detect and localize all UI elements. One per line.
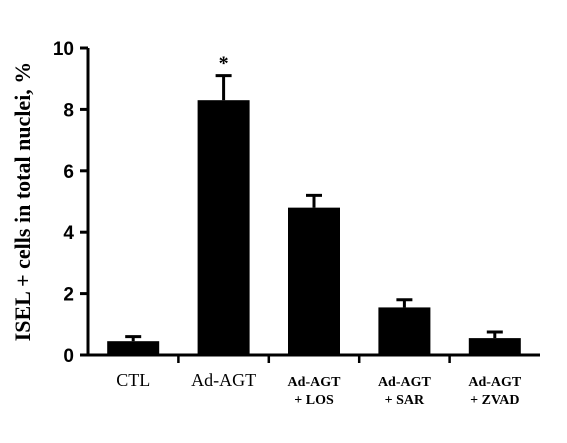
x-tick-label-1-0: Ad-AGT xyxy=(191,370,256,390)
y-axis-label: ISEL + cells in total nuclei, % xyxy=(10,62,35,342)
bar-1 xyxy=(197,100,250,355)
bar-4 xyxy=(468,338,521,355)
x-tick-label-3-1: + SAR xyxy=(385,393,425,408)
bar-3 xyxy=(378,307,431,355)
x-tick-label-3-0: Ad-AGT xyxy=(378,375,432,390)
bar-2 xyxy=(288,207,340,355)
y-tick-label-3: 6 xyxy=(63,162,74,183)
significance-mark-1: * xyxy=(219,53,229,75)
y-tick-label-2: 4 xyxy=(63,223,74,244)
x-tick-label-2-0: Ad-AGT xyxy=(288,375,342,390)
bars-group xyxy=(107,74,521,355)
labels-group: CTL * Ad-AGT Ad-AGT + LOS Ad-AGT + SAR Ad-AGT + … xyxy=(53,39,522,408)
y-tick-label-0: 0 xyxy=(63,346,74,367)
y-tick-label-1: 2 xyxy=(63,285,74,306)
x-tick-label-2-1: + LOS xyxy=(294,393,334,408)
bar-0 xyxy=(107,341,160,355)
x-tick-label-4-1: + ZVAD xyxy=(470,393,519,408)
x-tick-label-4-0: Ad-AGT xyxy=(468,375,522,390)
axes-group xyxy=(80,46,540,363)
x-tick-label-0-0: CTL xyxy=(116,370,150,390)
y-tick-label-4: 8 xyxy=(63,100,74,121)
y-tick-label-5: 10 xyxy=(53,39,74,60)
